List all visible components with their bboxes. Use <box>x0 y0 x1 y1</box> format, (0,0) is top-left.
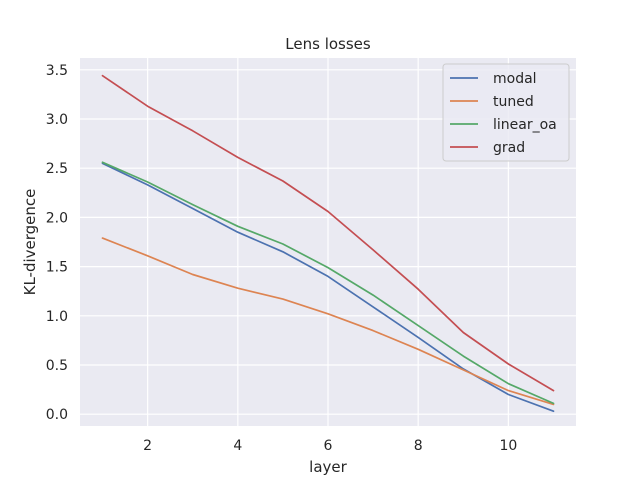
y-tick-label: 3.0 <box>46 112 68 128</box>
series-line-linear-oa <box>101 161 555 405</box>
y-tick-label: 2.5 <box>46 161 68 177</box>
chart-title: Lens losses <box>285 35 371 53</box>
x-tick-label: 2 <box>143 438 152 454</box>
y-tick-label: 3.5 <box>46 63 68 79</box>
x-axis-label: layer <box>309 458 347 476</box>
y-tick-label: 1.5 <box>46 260 68 276</box>
x-tick-label: 6 <box>324 438 333 454</box>
y-tick-label: 0.0 <box>46 407 68 423</box>
legend-label-tuned: tuned <box>493 94 534 110</box>
series-line-tuned <box>101 237 555 406</box>
legend-label-grad: grad <box>493 140 525 156</box>
grid-lines <box>80 58 576 426</box>
series-lines <box>101 74 555 413</box>
y-axis-label: KL-divergence <box>21 189 39 296</box>
x-tick-label: 4 <box>233 438 242 454</box>
x-tick-label: 8 <box>414 438 423 454</box>
legend-label-linear-oa: linear_oa <box>493 117 557 133</box>
x-axis-ticks: 2 4 6 8 10 <box>143 438 517 454</box>
x-tick-label: 10 <box>499 438 517 454</box>
y-tick-label: 2.0 <box>46 210 68 226</box>
y-tick-label: 0.5 <box>46 358 68 374</box>
y-axis-ticks: 0.0 0.5 1.0 1.5 2.0 2.5 3.0 3.5 <box>46 63 68 423</box>
series-line-grad <box>101 74 555 392</box>
y-tick-label: 1.0 <box>46 309 68 325</box>
legend-label-modal: modal <box>493 71 537 87</box>
legend-box <box>442 63 570 162</box>
